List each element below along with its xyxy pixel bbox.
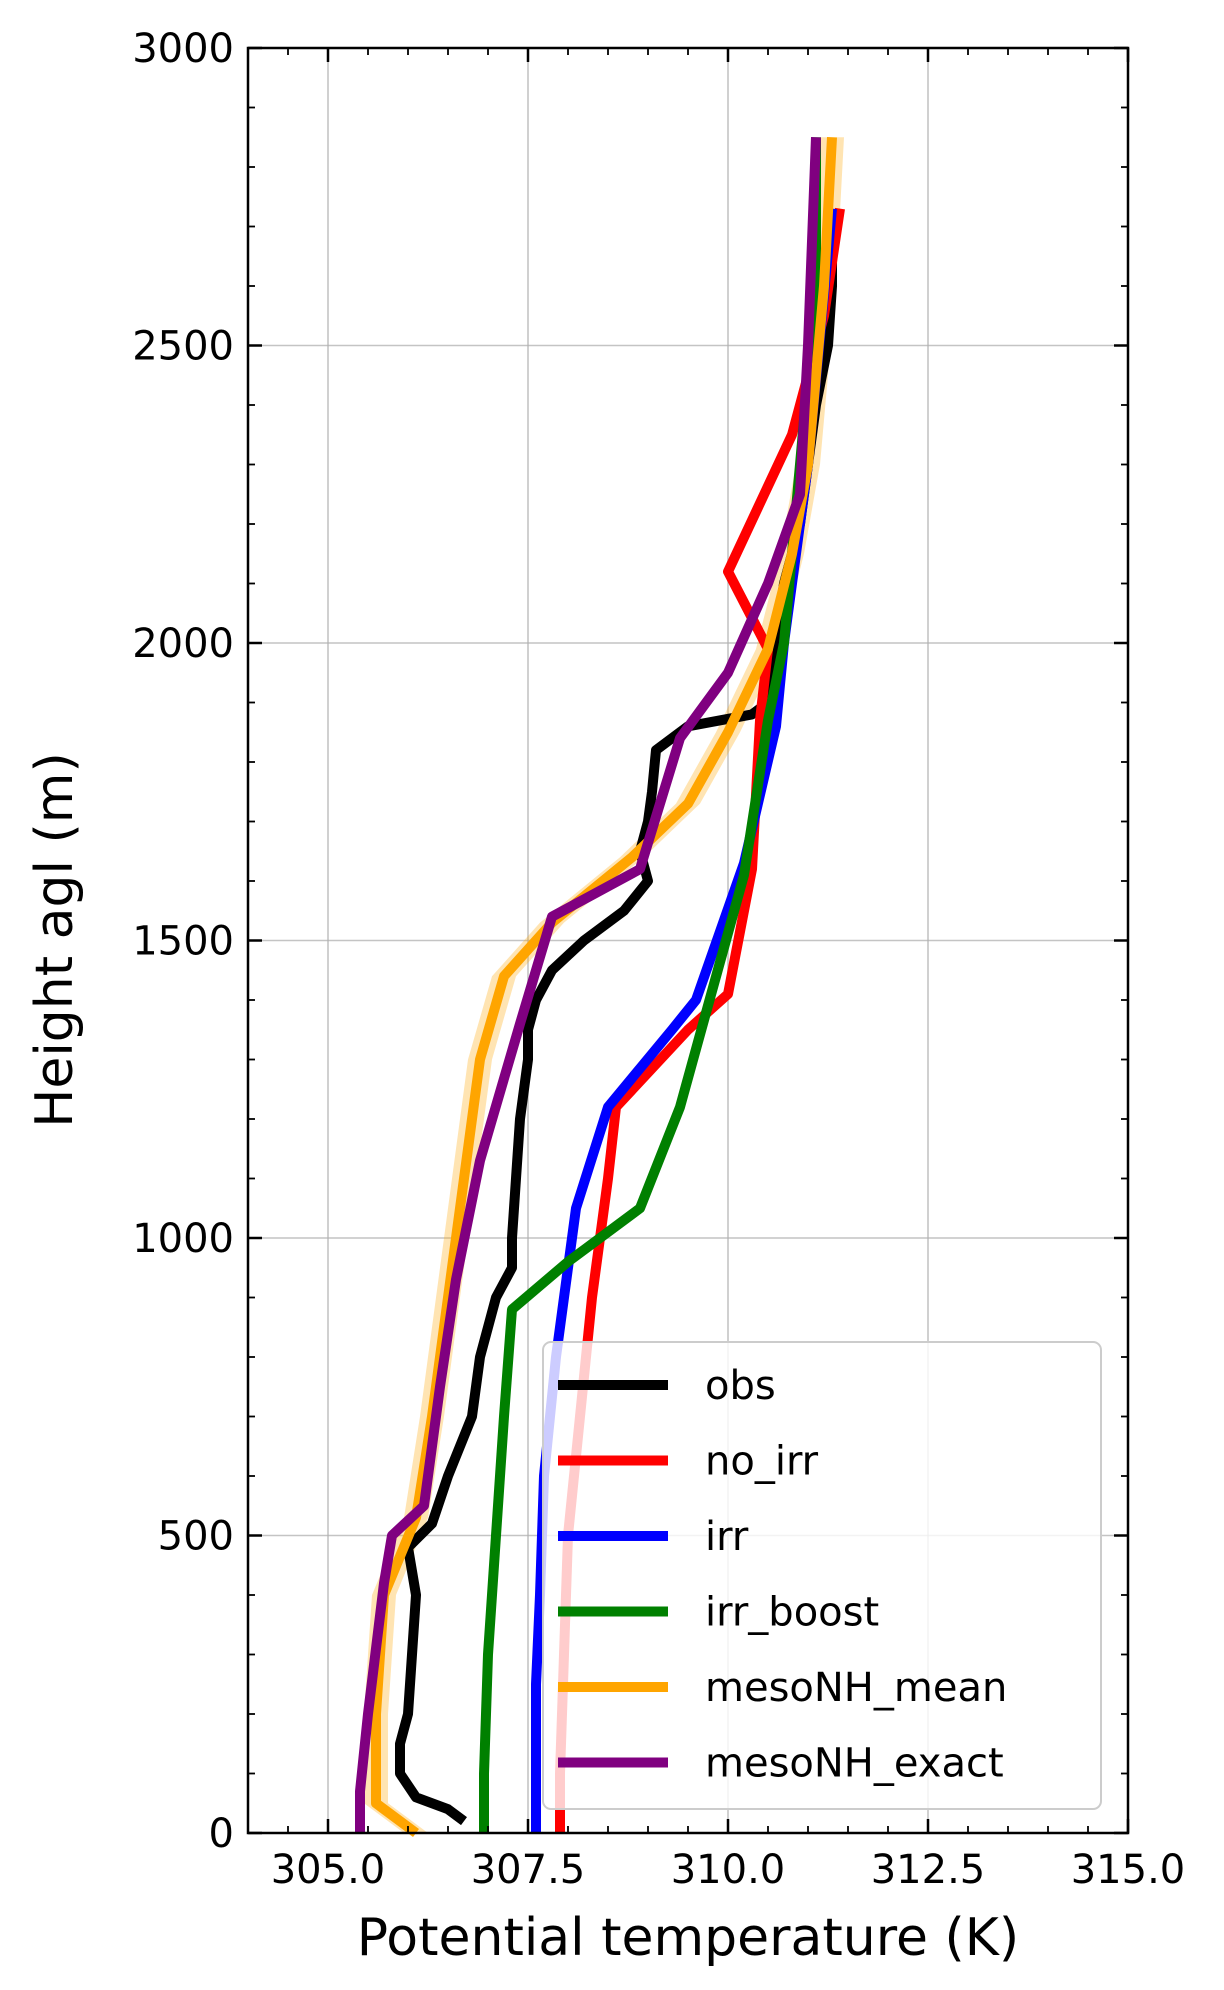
x-tick-label: 305.0 <box>271 1847 386 1893</box>
series-line-mesoNH-exact <box>355 137 821 1833</box>
legend-box <box>542 1341 1102 1810</box>
legend-label-mesoNH-exact: mesoNH_exact <box>705 1741 1004 1787</box>
y-tick-label: 1000 <box>132 1216 234 1262</box>
y-tick-label: 2000 <box>132 621 234 667</box>
legend-label-mesoNH-mean: mesoNH_mean <box>705 1665 1007 1711</box>
y-tick-label: 3000 <box>132 26 234 72</box>
tick-labels: 305.0 307.5 310.0 312.5 315.0 0 500 1000 1500 200… <box>132 26 1185 1893</box>
axis-ticks <box>247 46 1130 1835</box>
legend-label-irr-boost: irr_boost <box>705 1590 879 1636</box>
legend-label-no-irr: no_irr <box>705 1439 819 1485</box>
y-tick-label: 0 <box>209 1811 234 1857</box>
x-tick-label: 315.0 <box>1071 1847 1186 1893</box>
y-axis-title: Height agl (m) <box>25 752 85 1128</box>
legend-label-irr: irr <box>705 1514 749 1560</box>
x-tick-label: 307.5 <box>471 1847 586 1893</box>
x-tick-label: 310.0 <box>671 1847 786 1893</box>
y-tick-label: 2500 <box>132 324 234 370</box>
y-tick-label: 500 <box>158 1514 234 1560</box>
legend-label-obs: obs <box>705 1363 776 1409</box>
x-tick-label: 312.5 <box>871 1847 986 1893</box>
x-axis-title: Potential temperature (K) <box>357 1908 1019 1968</box>
y-tick-label: 1500 <box>132 919 234 965</box>
